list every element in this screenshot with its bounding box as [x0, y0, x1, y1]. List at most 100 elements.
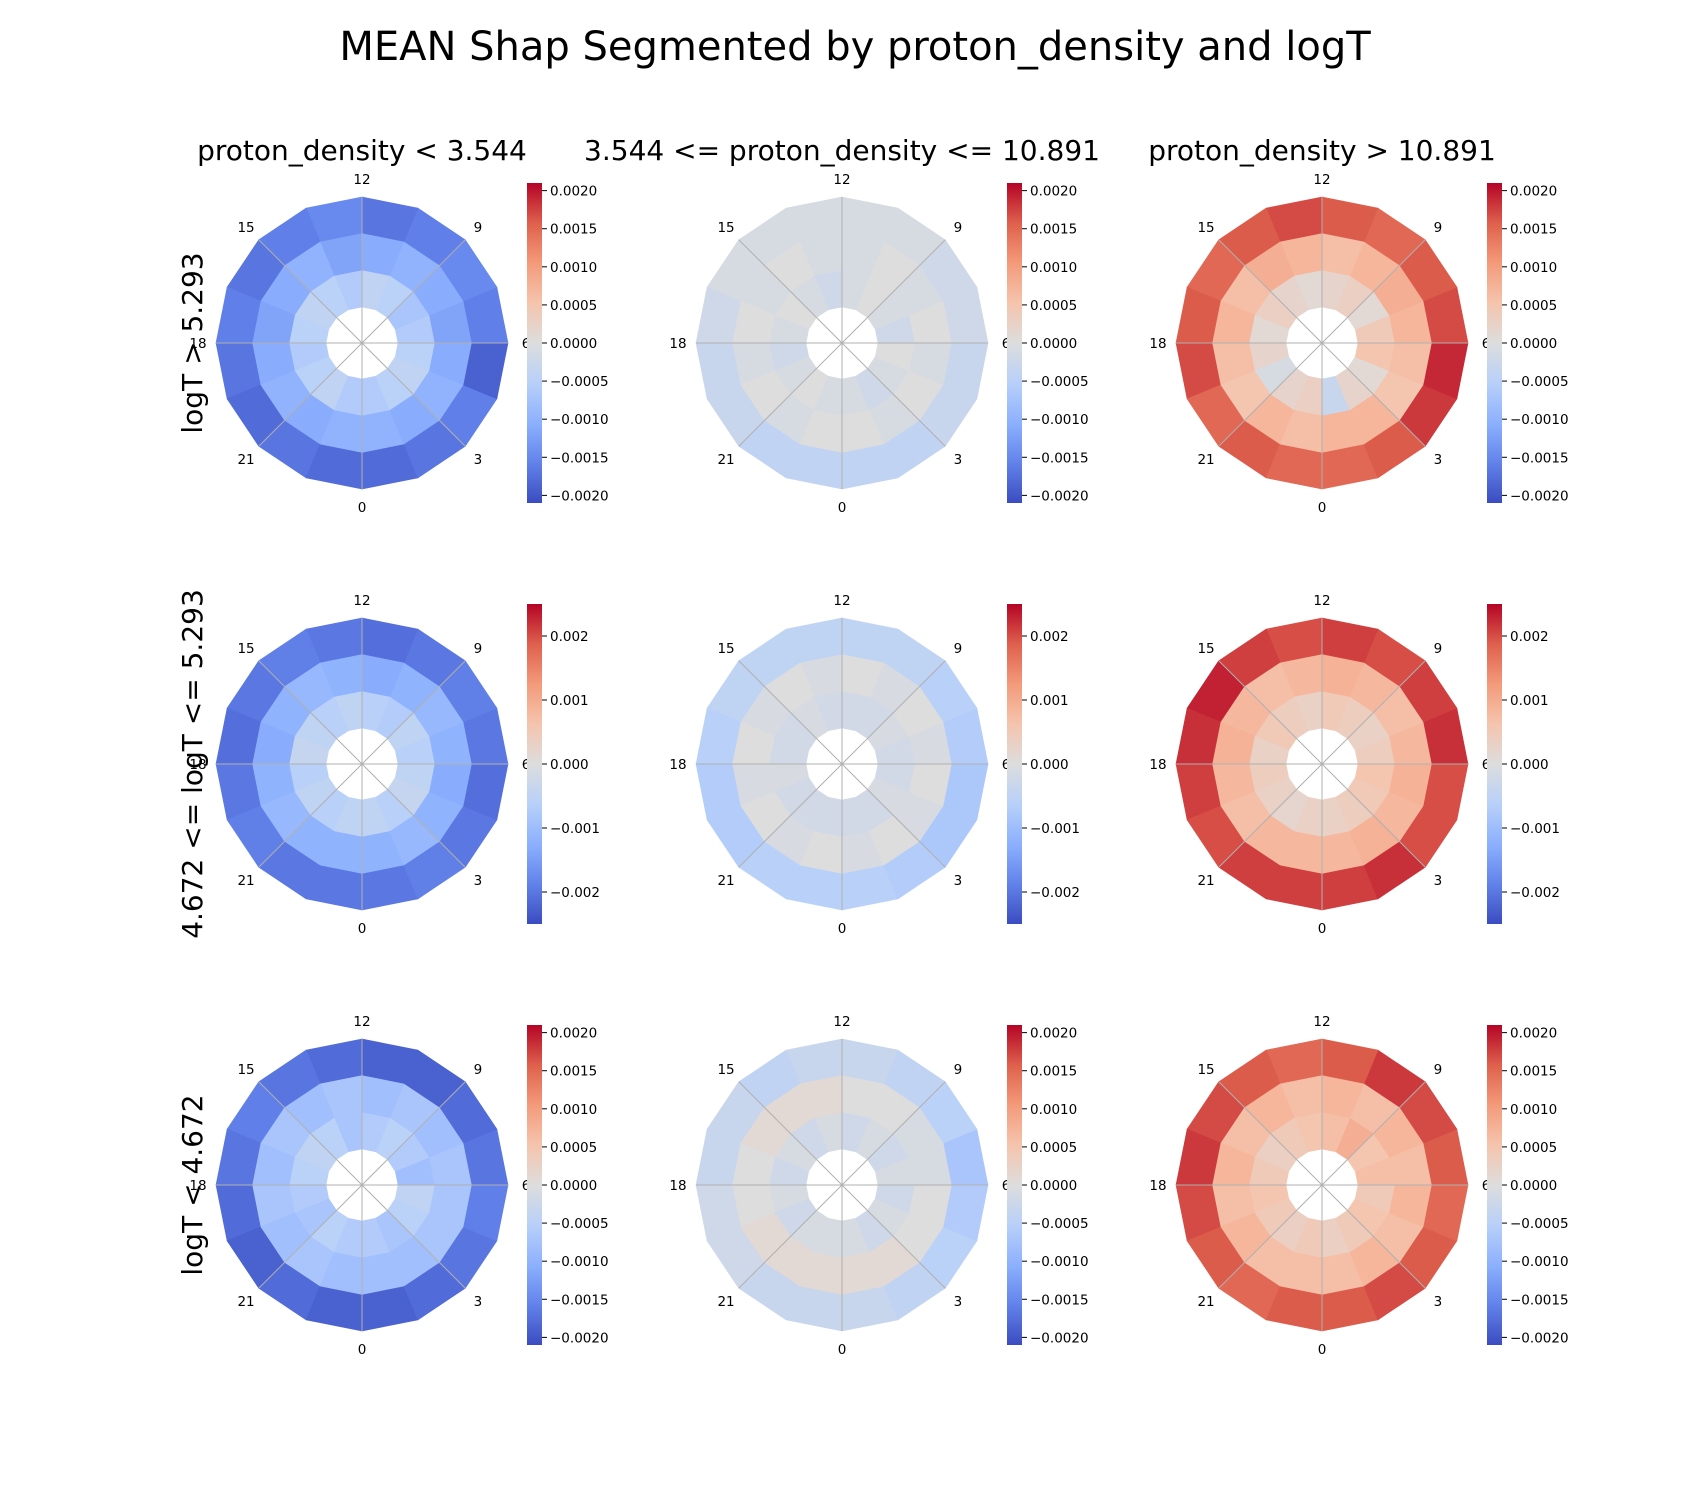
- hour-label: 6: [1482, 336, 1491, 352]
- hour-label: 3: [954, 1294, 963, 1310]
- grid-spoke: [1321, 660, 1426, 765]
- hour-label: 9: [954, 220, 963, 236]
- colorbar-tick-label: −0.0005: [550, 1216, 609, 1232]
- colorbar-gradient: [527, 183, 542, 503]
- colorbar-tick-label: −0.0015: [550, 450, 609, 466]
- hour-label: 21: [237, 452, 254, 468]
- hour-label: 12: [353, 1014, 370, 1030]
- colorbar-tick-label: −0.0020: [1030, 488, 1089, 504]
- grid-spoke: [258, 1184, 363, 1289]
- hour-label: 9: [1434, 1062, 1443, 1078]
- hour-label: 21: [717, 452, 734, 468]
- hour-label: 0: [1318, 921, 1327, 937]
- colorbar-tick-label: −0.0010: [1030, 1254, 1089, 1270]
- hour-label: 18: [1149, 1178, 1166, 1194]
- hour-label: 12: [1313, 172, 1330, 188]
- colorbar-tick-label: 0.001: [1030, 693, 1069, 709]
- colorbar-tick-label: 0.002: [550, 629, 589, 645]
- hour-label: 3: [474, 452, 483, 468]
- grid-spoke: [361, 763, 466, 868]
- colorbar: −0.0020 −0.0015 −0.0010 −0.0005 0.0000 0.0005…: [1007, 1025, 1089, 1346]
- hour-label: 9: [474, 641, 483, 657]
- grid-spoke: [361, 1081, 466, 1186]
- colorbar-tick-label: 0.0010: [1510, 1102, 1557, 1118]
- colorbar-tick-label: −0.0015: [1030, 1292, 1089, 1308]
- hour-label: 15: [237, 1062, 254, 1078]
- colorbar-gradient: [527, 1025, 542, 1345]
- hour-label: 21: [1197, 873, 1214, 889]
- colorbar-tick-label: −0.0005: [1030, 1216, 1089, 1232]
- grid-spoke: [258, 1081, 363, 1186]
- colorbar-tick-label: 0.0010: [1510, 260, 1557, 276]
- hour-label: 18: [669, 336, 686, 352]
- panel-grid: proton_density < 3.544 3.544 <= proton_de…: [176, 134, 1569, 1358]
- hour-label: 9: [954, 641, 963, 657]
- chart-title: MEAN Shap Segmented by proton_density an…: [339, 24, 1371, 70]
- column-title-2: 3.544 <= proton_density <= 10.891: [584, 134, 1100, 167]
- colorbar-tick-label: −0.0005: [1510, 1216, 1569, 1232]
- colorbar-tick-label: −0.0015: [1030, 450, 1089, 466]
- grid-spoke: [738, 239, 843, 344]
- hour-label: 6: [522, 336, 531, 352]
- grid-spoke: [1321, 1081, 1426, 1186]
- polar-panel-r2-c2: 0 3 6 9 12 15 18 21: [669, 593, 1010, 937]
- colorbar-tick-label: 0.0010: [1030, 1102, 1077, 1118]
- colorbar-tick-label: −0.0010: [550, 412, 609, 428]
- hour-label: 21: [237, 873, 254, 889]
- grid-spoke: [258, 660, 363, 765]
- colorbar-tick-label: 0.000: [1030, 757, 1069, 773]
- colorbar-tick-label: 0.0005: [1510, 1140, 1557, 1156]
- hour-label: 18: [1149, 757, 1166, 773]
- grid-spoke: [1321, 342, 1426, 447]
- grid-spoke: [841, 763, 946, 868]
- colorbar-tick-label: 0.0005: [1510, 298, 1557, 314]
- colorbar-tick-label: −0.001: [1510, 821, 1560, 837]
- colorbar-tick-label: −0.002: [550, 885, 600, 901]
- grid-spoke: [258, 239, 363, 344]
- colorbar-tick-label: 0.002: [1030, 629, 1069, 645]
- hour-label: 9: [474, 1062, 483, 1078]
- hour-label: 6: [522, 757, 531, 773]
- hour-label: 9: [474, 220, 483, 236]
- colorbar-gradient: [1487, 183, 1502, 503]
- grid-spoke: [738, 660, 843, 765]
- grid-spoke: [841, 342, 946, 447]
- colorbar-tick-label: 0.0015: [1030, 1064, 1077, 1080]
- hour-label: 0: [1318, 1342, 1327, 1358]
- grid-spoke: [1321, 239, 1426, 344]
- hour-label: 3: [954, 452, 963, 468]
- hour-label: 12: [1313, 593, 1330, 609]
- hour-label: 12: [353, 593, 370, 609]
- hour-label: 0: [1318, 500, 1327, 516]
- grid-spoke: [1218, 1184, 1323, 1289]
- colorbar-tick-label: 0.0005: [1030, 1140, 1077, 1156]
- grid-spoke: [738, 763, 843, 868]
- hour-label: 3: [474, 1294, 483, 1310]
- grid-spoke: [738, 1184, 843, 1289]
- colorbar-tick-label: 0.0000: [1510, 1178, 1557, 1194]
- hour-label: 12: [353, 172, 370, 188]
- hour-label: 6: [1482, 757, 1491, 773]
- colorbar-tick-label: 0.0005: [550, 298, 597, 314]
- colorbar: −0.0020 −0.0015 −0.0010 −0.0005 0.0000 0.0005…: [527, 1025, 609, 1346]
- column-title-1: proton_density < 3.544: [197, 134, 527, 167]
- hour-label: 3: [1434, 452, 1443, 468]
- colorbar-tick-label: 0.0005: [550, 1140, 597, 1156]
- hour-label: 6: [1002, 1178, 1011, 1194]
- hour-label: 6: [1002, 336, 1011, 352]
- hour-label: 3: [1434, 873, 1443, 889]
- polar-panel-r1-c1: 0 3 6 9 12 15 18 21: [189, 172, 530, 516]
- grid-spoke: [1218, 342, 1323, 447]
- hour-label: 0: [358, 1342, 367, 1358]
- colorbar-tick-label: 0.0000: [550, 1178, 597, 1194]
- grid-spoke: [841, 660, 946, 765]
- colorbar-tick-label: 0.0000: [1030, 1178, 1077, 1194]
- colorbar-tick-label: −0.0005: [550, 374, 609, 390]
- hour-label: 18: [189, 1178, 206, 1194]
- colorbar-gradient: [527, 604, 542, 924]
- colorbar-tick-label: −0.0020: [1030, 1330, 1089, 1346]
- colorbar-tick-label: 0.000: [1510, 757, 1549, 773]
- colorbar-gradient: [1487, 604, 1502, 924]
- colorbar-tick-label: 0.0010: [550, 1102, 597, 1118]
- colorbar-tick-label: 0.000: [550, 757, 589, 773]
